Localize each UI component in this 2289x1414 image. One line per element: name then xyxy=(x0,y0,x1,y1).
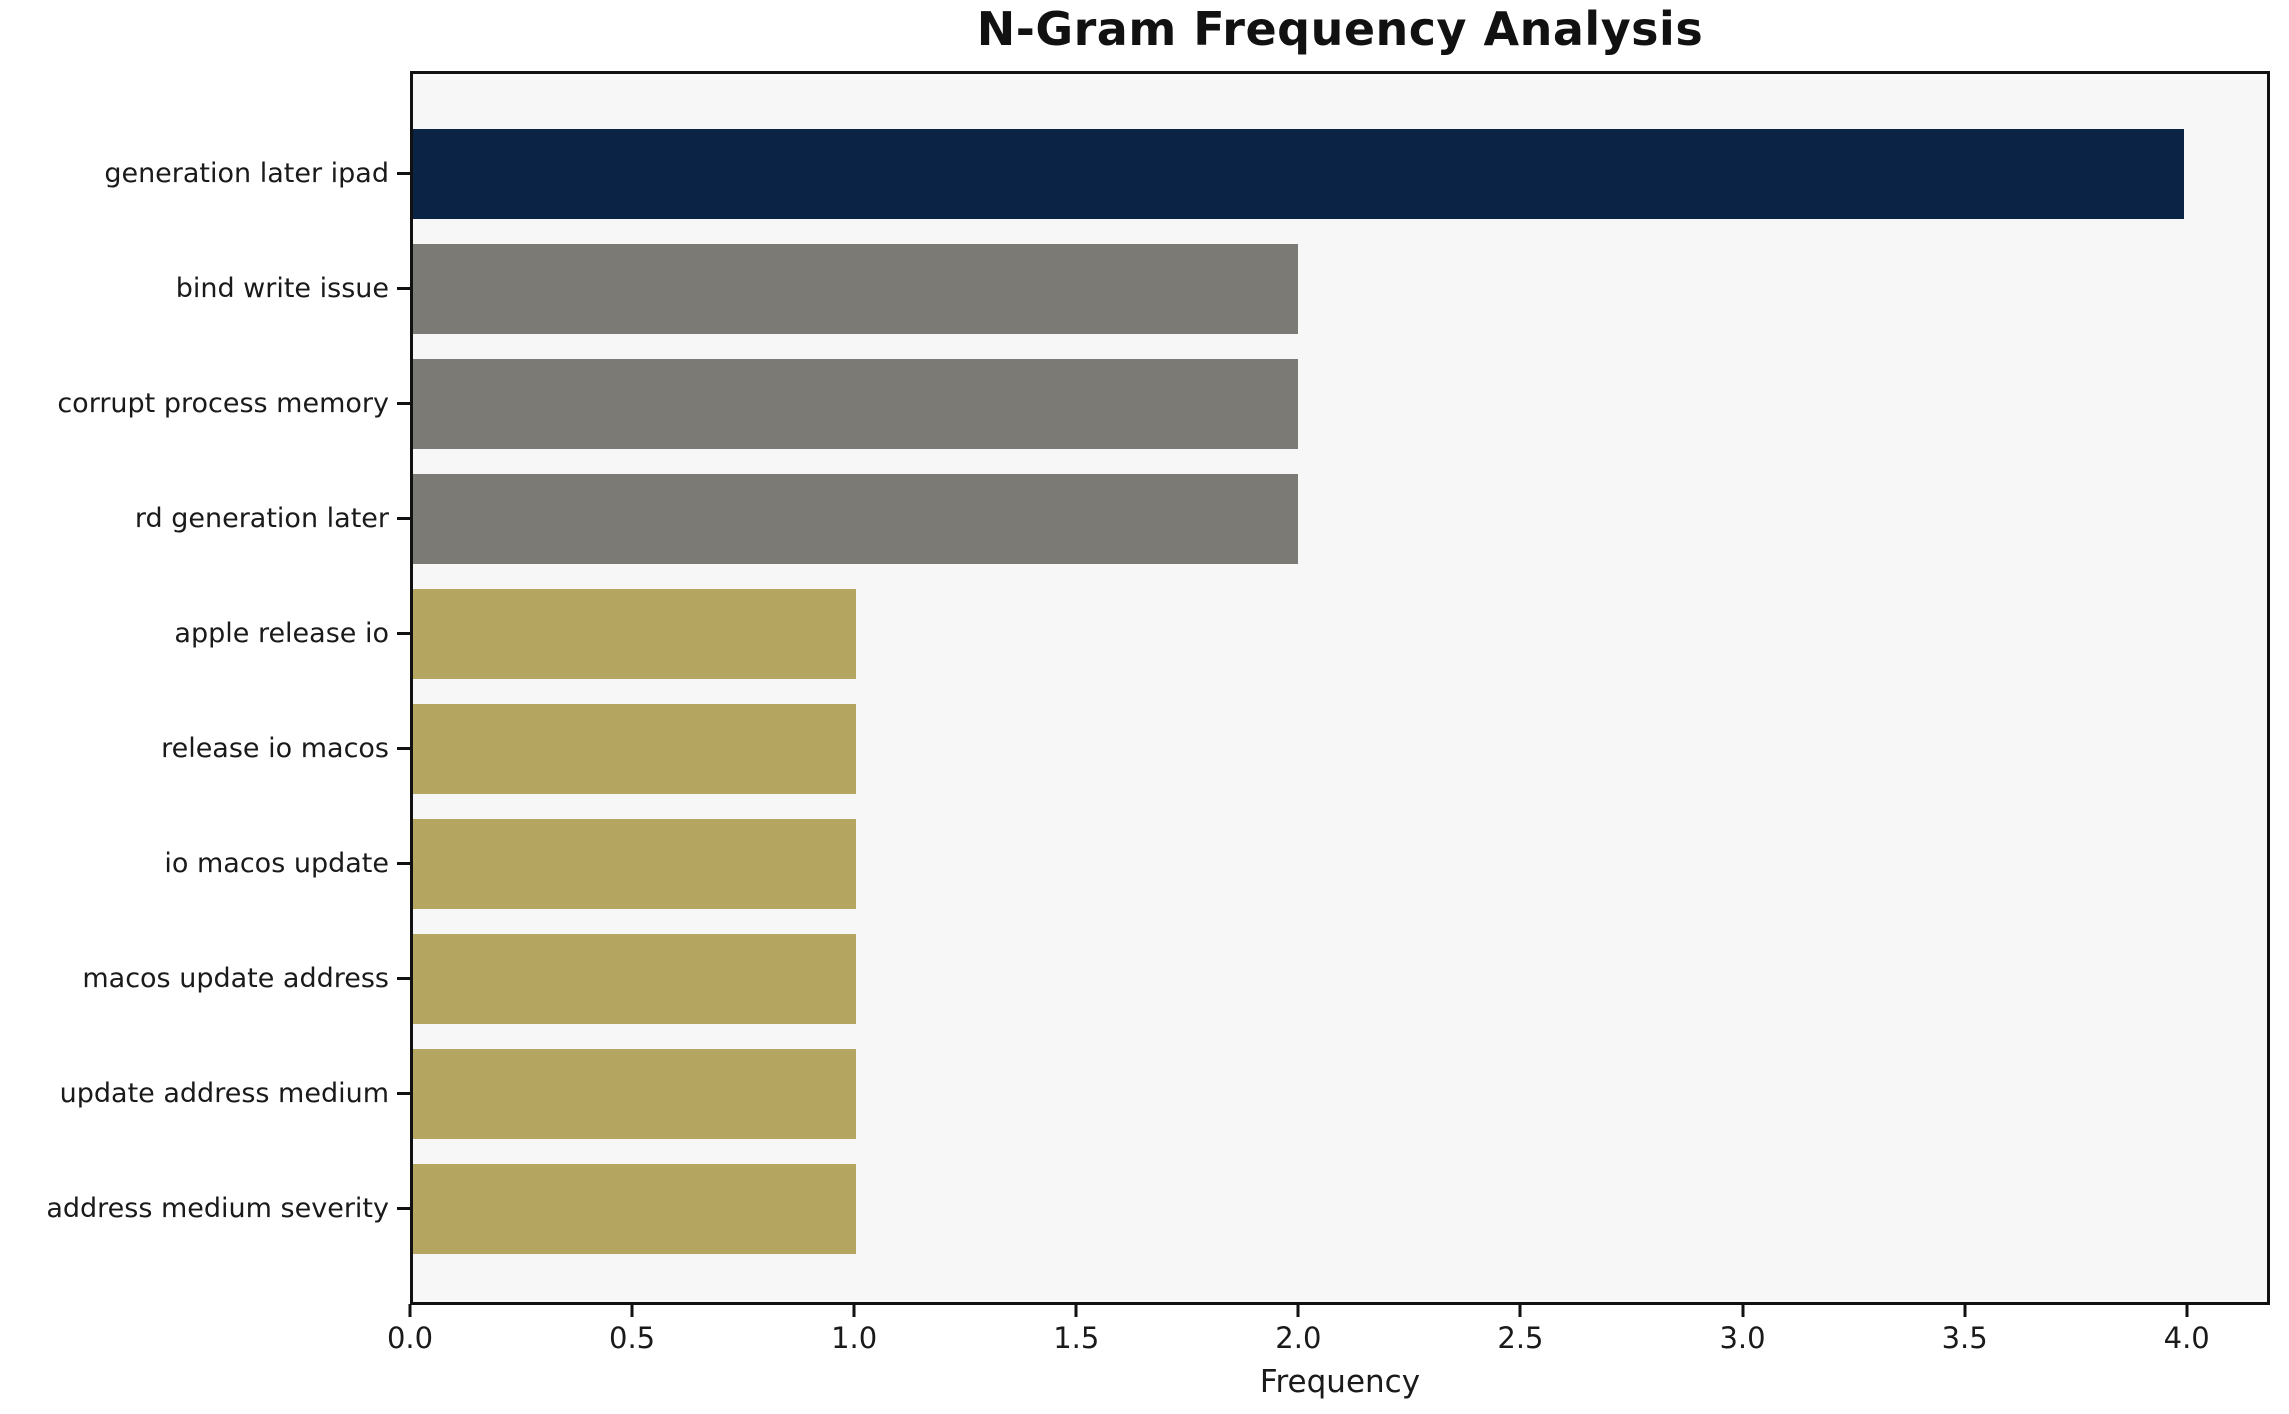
x-axis-label: Frequency xyxy=(1259,1364,1421,1400)
x-tick-label: 2.0 xyxy=(1275,1321,1322,1355)
y-tick-row: apple release io xyxy=(0,576,410,691)
x-tick-label: 0.0 xyxy=(386,1321,434,1355)
bar-row xyxy=(413,461,2267,576)
bar xyxy=(413,243,1299,334)
x-tick-mark xyxy=(1963,1304,1967,1317)
plot-area xyxy=(410,71,2270,1305)
y-tick-label: macos update address xyxy=(82,963,389,994)
y-tick-row: release io macos xyxy=(0,691,410,806)
bar xyxy=(413,1048,856,1139)
x-tick-label: 1.0 xyxy=(831,1321,878,1355)
x-tick-mark xyxy=(852,1304,856,1317)
bar xyxy=(413,473,1299,564)
y-tick-row: address medium severity xyxy=(0,1151,410,1266)
y-tick-row: corrupt process memory xyxy=(0,346,410,461)
y-tick-mark xyxy=(397,287,410,290)
y-tick-label: rd generation later xyxy=(134,503,389,534)
bar-row xyxy=(413,806,2267,921)
x-tick-label: 2.5 xyxy=(1497,1321,1544,1355)
y-tick-mark xyxy=(397,172,410,175)
bar-row xyxy=(413,231,2267,346)
y-tick-row: rd generation later xyxy=(0,461,410,576)
x-tick-mark xyxy=(2185,1304,2189,1317)
y-tick-row: bind write issue xyxy=(0,231,410,346)
bar xyxy=(413,1163,856,1254)
y-axis-labels: generation later ipad bind write issue cor… xyxy=(0,71,410,1305)
x-tick-label: 4.0 xyxy=(2163,1321,2210,1355)
x-tick-label: 1.5 xyxy=(1053,1321,1100,1355)
x-tick-mark xyxy=(408,1304,412,1317)
y-tick-label: address medium severity xyxy=(46,1193,389,1224)
bars-container xyxy=(413,74,2267,1302)
x-tick-label: 3.5 xyxy=(1941,1321,1988,1355)
y-tick-mark xyxy=(397,747,410,750)
y-tick-label: release io macos xyxy=(161,733,389,764)
y-tick-row: update address medium xyxy=(0,1036,410,1151)
x-tick-mark xyxy=(1074,1304,1078,1317)
y-tick-label: generation later ipad xyxy=(104,158,389,189)
bar-row xyxy=(413,691,2267,806)
bar xyxy=(413,933,856,1024)
y-tick-mark xyxy=(397,977,410,980)
y-tick-label: apple release io xyxy=(174,618,389,649)
bar-row xyxy=(413,576,2267,691)
y-tick-label: corrupt process memory xyxy=(57,388,389,419)
y-tick-mark xyxy=(397,632,410,635)
bar-row xyxy=(413,921,2267,1036)
y-tick-row: generation later ipad xyxy=(0,116,410,231)
bar xyxy=(413,703,856,794)
y-tick-label: update address medium xyxy=(59,1078,389,1109)
bar xyxy=(413,358,1299,449)
chart-title: N-Gram Frequency Analysis xyxy=(976,2,1704,56)
x-tick-label: 0.5 xyxy=(609,1321,656,1355)
x-axis-tick-labels: 0.0 0.5 1.0 1.5 2.0 2.5 3.0 3.5 4.0 xyxy=(387,1321,2270,1359)
y-tick-label: io macos update xyxy=(164,848,389,879)
y-tick-mark xyxy=(397,517,410,520)
y-tick-mark xyxy=(397,862,410,865)
x-axis-tick-marks xyxy=(408,1304,2270,1318)
x-tick-label: 3.0 xyxy=(1719,1321,1766,1355)
bar-row xyxy=(413,1151,2267,1266)
y-tick-mark xyxy=(397,1092,410,1095)
x-tick-mark xyxy=(1518,1304,1522,1317)
x-tick-mark xyxy=(630,1304,634,1317)
y-tick-mark xyxy=(397,1207,410,1210)
x-tick-mark xyxy=(1741,1304,1745,1317)
y-tick-row: io macos update xyxy=(0,806,410,921)
bar xyxy=(413,818,856,909)
bar xyxy=(413,128,2184,219)
bar-row xyxy=(413,346,2267,461)
x-tick-mark xyxy=(1296,1304,1300,1317)
bar-row xyxy=(413,116,2267,231)
bar-row xyxy=(413,1036,2267,1151)
y-tick-mark xyxy=(397,402,410,405)
bar xyxy=(413,588,856,679)
y-tick-row: macos update address xyxy=(0,921,410,1036)
y-tick-label: bind write issue xyxy=(175,273,389,304)
